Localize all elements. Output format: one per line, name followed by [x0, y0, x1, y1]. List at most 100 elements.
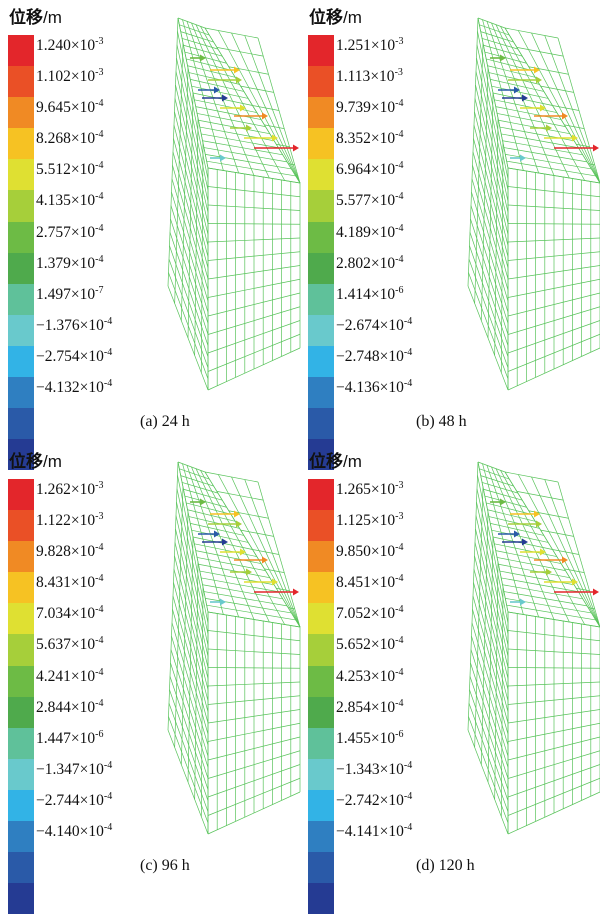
slope-mesh-model [450, 18, 600, 398]
color-swatch [8, 666, 34, 697]
legend-label: −2.744×10-4 [36, 785, 112, 816]
panel-caption: (d) 120 h [416, 857, 475, 875]
color-swatch [308, 35, 334, 66]
color-swatch [308, 697, 334, 728]
color-swatch [308, 315, 334, 346]
color-swatch [8, 759, 34, 790]
color-swatch [8, 479, 34, 510]
displacement-arrow [208, 521, 242, 528]
legend-label: −1.347×10-4 [36, 754, 112, 785]
color-swatch [8, 190, 34, 221]
legend-label: 1.447×10-6 [36, 723, 112, 754]
legend-label: −1.343×10-4 [336, 754, 412, 785]
color-swatch [8, 541, 34, 572]
displacement-arrow [198, 531, 220, 538]
legend-label: 1.240×10-3 [36, 30, 112, 61]
legend-title: 位移/m [9, 447, 62, 472]
displacement-arrow [498, 87, 520, 94]
legend-label: 8.451×10-4 [336, 567, 412, 598]
legend-title: 位移/m [9, 3, 62, 28]
color-swatch [8, 728, 34, 759]
color-swatch [8, 315, 34, 346]
color-swatch [308, 408, 334, 439]
color-swatch [308, 159, 334, 190]
legend-title: 位移/m [309, 447, 362, 472]
legend-label: 2.802×10-4 [336, 248, 412, 279]
legend-label: −2.748×10-4 [336, 341, 412, 372]
color-swatch [8, 159, 34, 190]
legend-label: 8.352×10-4 [336, 123, 412, 154]
color-swatch [8, 572, 34, 603]
color-swatch [8, 852, 34, 883]
legend-label: 8.431×10-4 [36, 567, 112, 598]
color-swatch [308, 377, 334, 408]
legend-label: 1.125×10-3 [336, 505, 412, 536]
legend-label: 5.577×10-4 [336, 185, 412, 216]
color-swatch [8, 603, 34, 634]
color-swatch [8, 510, 34, 541]
color-swatch [308, 852, 334, 883]
color-swatch [308, 821, 334, 852]
displacement-arrow [498, 531, 520, 538]
color-swatch [8, 253, 34, 284]
color-swatch [8, 222, 34, 253]
legend-label: 4.241×10-4 [36, 661, 112, 692]
legend-label: −2.754×10-4 [36, 341, 112, 372]
legend-label: 1.414×10-6 [336, 279, 412, 310]
legend-label: 9.850×10-4 [336, 536, 412, 567]
panel-caption: (c) 96 h [140, 857, 190, 875]
legend-label: 9.828×10-4 [36, 536, 112, 567]
displacement-arrow [254, 145, 299, 152]
color-swatch [308, 510, 334, 541]
color-swatch [308, 190, 334, 221]
legend-label: 1.251×10-3 [336, 30, 412, 61]
color-swatch [308, 572, 334, 603]
legend-label: 9.739×10-4 [336, 92, 412, 123]
legend-label: 7.052×10-4 [336, 598, 412, 629]
displacement-arrow [554, 589, 599, 596]
color-swatch [8, 697, 34, 728]
color-swatch [308, 541, 334, 572]
legend-label: 5.512×10-4 [36, 154, 112, 185]
color-swatch [308, 634, 334, 665]
legend-label: −4.136×10-4 [336, 372, 412, 403]
color-swatch [308, 479, 334, 510]
legend-label: 7.034×10-4 [36, 598, 112, 629]
slope-mesh-model [150, 462, 310, 842]
color-swatch [8, 66, 34, 97]
slope-mesh-model [450, 462, 600, 842]
color-swatch [8, 346, 34, 377]
color-swatch [8, 97, 34, 128]
legend-label: 1.455×10-6 [336, 723, 412, 754]
legend-label: 9.645×10-4 [36, 92, 112, 123]
legend-label: 2.854×10-4 [336, 692, 412, 723]
color-swatch [308, 284, 334, 315]
legend-label: 6.964×10-4 [336, 154, 412, 185]
color-swatch [8, 35, 34, 66]
legend-label: 4.189×10-4 [336, 217, 412, 248]
legend-label: 1.102×10-3 [36, 61, 112, 92]
color-bar [8, 35, 34, 470]
color-bar [308, 35, 334, 470]
legend-label: 2.757×10-4 [36, 217, 112, 248]
panel-caption: (a) 24 h [140, 413, 190, 431]
displacement-arrow [198, 87, 220, 94]
color-swatch [308, 790, 334, 821]
color-bar [8, 479, 34, 914]
legend-label: 4.135×10-4 [36, 185, 112, 216]
displacement-arrow [508, 521, 542, 528]
slope-mesh-model [150, 18, 310, 398]
legend-label: 5.652×10-4 [336, 629, 412, 660]
color-swatch [308, 253, 334, 284]
legend-label: −2.674×10-4 [336, 310, 412, 341]
legend-label: 4.253×10-4 [336, 661, 412, 692]
legend-title: 位移/m [309, 3, 362, 28]
